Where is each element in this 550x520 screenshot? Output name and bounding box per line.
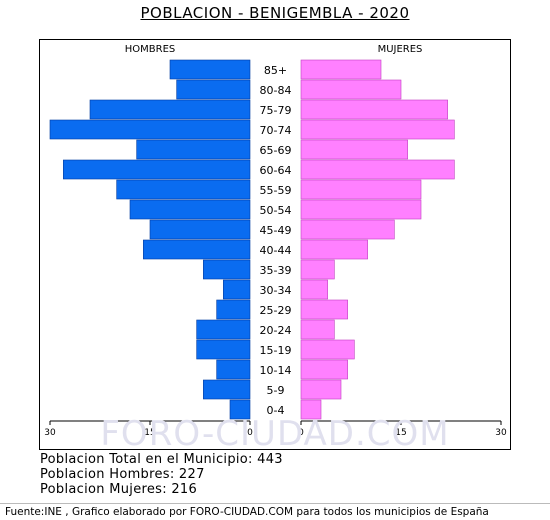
bar-mujeres-45-49 [300, 219, 395, 240]
x-tick-label-left-30: 30 [44, 428, 56, 438]
bar-mujeres-10-14 [300, 359, 348, 380]
age-label-25-29: 25-29 [260, 304, 292, 317]
age-label-65-69: 65-69 [260, 144, 292, 157]
bar-mujeres-40-44 [300, 239, 368, 260]
bar-mujeres-85+ [300, 59, 382, 80]
age-label-20-24: 20-24 [260, 324, 292, 337]
bar-mujeres-75-79 [300, 99, 448, 120]
stat-hombres: Poblacion Hombres: 227 [40, 467, 205, 482]
age-label-60-64: 60-64 [260, 164, 292, 177]
x-tick-label-left-15: 15 [144, 428, 155, 438]
age-label-55-59: 55-59 [260, 184, 292, 197]
x-tick-label-left-0: 0 [247, 428, 253, 438]
age-label-70-74: 70-74 [260, 124, 292, 137]
stat-total: Poblacion Total en el Municipio: 443 [40, 452, 283, 467]
x-tick-label-right-0: 0 [298, 428, 304, 438]
bar-hombres-40-44 [143, 239, 251, 260]
legend-mujeres: MUJERES [378, 44, 423, 55]
bar-mujeres-70-74 [300, 119, 455, 140]
age-label-45-49: 45-49 [260, 224, 292, 237]
bar-mujeres-0-4 [300, 399, 322, 420]
page-title: POBLACION - BENIGEMBLA - 2020 [140, 4, 410, 22]
bar-hombres-20-24 [196, 319, 251, 340]
footer-source: Fuente:INE , Grafico elaborado por FORO-… [0, 503, 550, 519]
age-label-5-9: 5-9 [267, 384, 285, 397]
age-label-50-54: 50-54 [260, 204, 292, 217]
bar-hombres-15-19 [196, 339, 251, 360]
bar-mujeres-35-39 [300, 259, 335, 280]
bar-hombres-85+ [169, 59, 251, 80]
age-label-35-39: 35-39 [260, 264, 292, 277]
bar-hombres-25-29 [216, 299, 251, 320]
stat-mujeres: Poblacion Mujeres: 216 [40, 482, 198, 497]
age-label-85+: 85+ [264, 64, 287, 77]
age-label-15-19: 15-19 [260, 344, 292, 357]
population-pyramid-chart: HOMBRES MUJERES 85+ 80-84 75-79 70-74 65-69 6… [44, 44, 507, 438]
bar-mujeres-60-64 [300, 159, 455, 180]
legend-hombres: HOMBRES [125, 44, 176, 55]
bar-hombres-70-74 [49, 119, 251, 140]
bar-mujeres-30-34 [300, 279, 328, 300]
bar-hombres-80-84 [176, 79, 251, 100]
bar-hombres-0-4 [229, 399, 251, 420]
bar-hombres-60-64 [63, 159, 251, 180]
bar-mujeres-65-69 [300, 139, 408, 160]
bar-hombres-5-9 [203, 379, 251, 400]
age-label-0-4: 0-4 [267, 404, 285, 417]
bar-mujeres-20-24 [300, 319, 335, 340]
x-tick-label-right-15: 15 [395, 428, 406, 438]
bar-mujeres-80-84 [300, 79, 402, 100]
bar-mujeres-50-54 [300, 199, 422, 220]
age-label-30-34: 30-34 [260, 284, 292, 297]
age-label-75-79: 75-79 [260, 104, 292, 117]
age-label-10-14: 10-14 [260, 364, 292, 377]
bar-hombres-30-34 [223, 279, 251, 300]
bar-mujeres-5-9 [300, 379, 342, 400]
bar-hombres-35-39 [203, 259, 251, 280]
bar-hombres-45-49 [149, 219, 251, 240]
bar-mujeres-15-19 [300, 339, 355, 360]
bar-hombres-50-54 [129, 199, 251, 220]
bar-mujeres-55-59 [300, 179, 422, 200]
bar-mujeres-25-29 [300, 299, 348, 320]
bar-hombres-75-79 [89, 99, 251, 120]
x-tick-label-right-30: 30 [495, 428, 507, 438]
age-label-80-84: 80-84 [260, 84, 292, 97]
chart-frame [39, 39, 511, 450]
bar-hombres-65-69 [136, 139, 251, 160]
population-stats: Poblacion Total en el Municipio: 443 Pob… [40, 452, 283, 497]
bar-hombres-55-59 [116, 179, 251, 200]
age-label-40-44: 40-44 [260, 244, 292, 257]
bar-hombres-10-14 [216, 359, 251, 380]
